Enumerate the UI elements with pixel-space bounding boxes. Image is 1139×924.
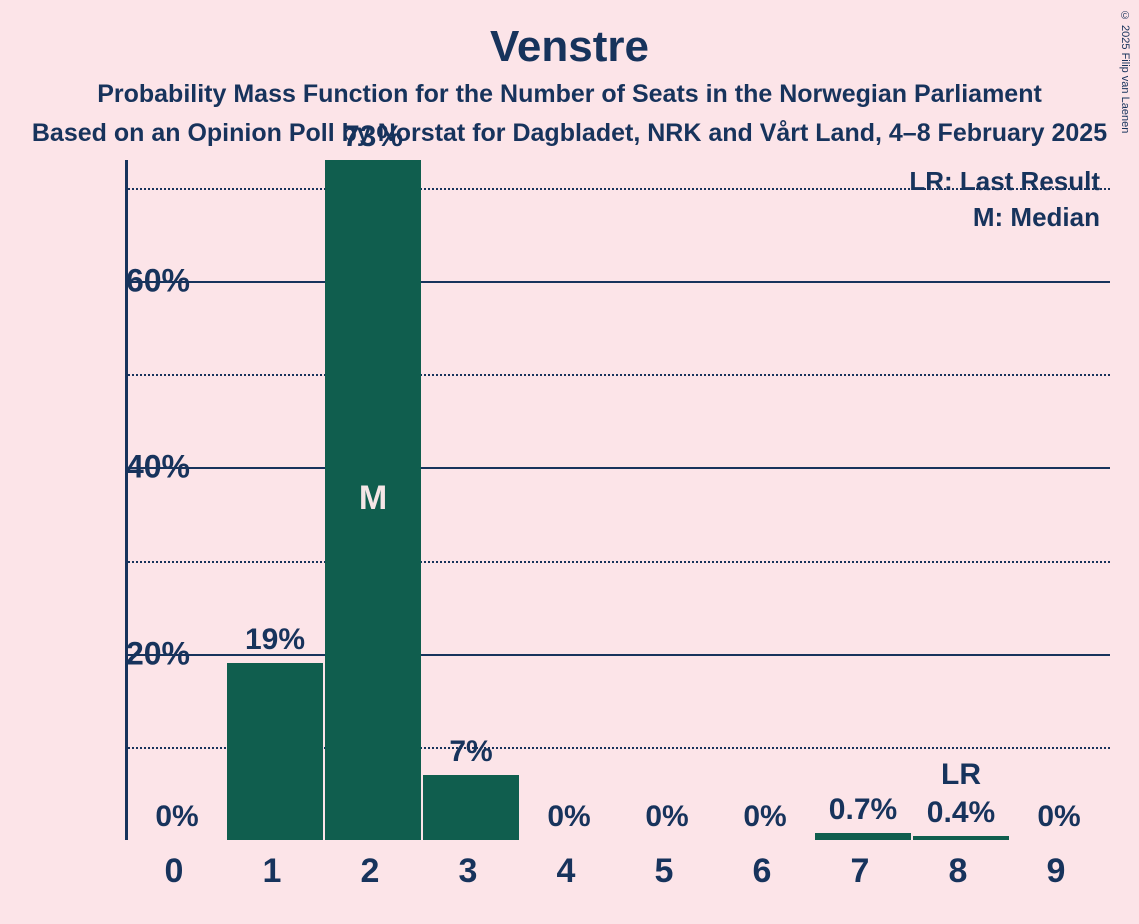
chart-header: Venstre Probability Mass Function for th… (0, 0, 1139, 148)
bar-slot: 0.7% (814, 160, 912, 840)
x-axis-tick-label: 7 (811, 852, 909, 891)
bar-value-label: 7% (422, 735, 520, 769)
chart-title: Venstre (0, 22, 1139, 72)
copyright-notice: © 2025 Filip van Laenen (1119, 10, 1131, 133)
bar-slot: 0.4% LR (912, 160, 1010, 840)
x-axis-tick-label: 2 (321, 852, 419, 891)
y-axis-tick-label: 20% (90, 635, 190, 672)
bar (227, 663, 323, 840)
x-axis-tick-label: 8 (909, 852, 1007, 891)
bar-value-label: 0% (520, 800, 618, 834)
bar-value-label: 0% (716, 800, 814, 834)
bar-slot: 19% (226, 160, 324, 840)
last-result-marker: LR (912, 758, 1010, 792)
y-axis-tick-label: 40% (90, 449, 190, 486)
x-axis-tick-label: 6 (713, 852, 811, 891)
x-axis-tick-label: 5 (615, 852, 713, 891)
chart-subtitle-1: Probability Mass Function for the Number… (0, 80, 1139, 109)
bars-container: 0%19%73%M7%0%0%0%0.7%0.4%LR0% (128, 160, 1110, 840)
bar-value-label: 0% (618, 800, 716, 834)
x-axis-tick-label: 0 (125, 852, 223, 891)
bar-slot: 0% (716, 160, 814, 840)
bar-value-label: 0.4% (912, 796, 1010, 830)
bar-slot: 0% (618, 160, 716, 840)
bar-value-label: 0% (128, 800, 226, 834)
bar (815, 833, 911, 840)
y-axis-tick-label: 60% (90, 263, 190, 300)
chart-region: LR: Last ResultM: Median0%19%73%M7%0%0%0… (50, 160, 1110, 900)
bar-slot: 0% (1010, 160, 1108, 840)
bar-slot: 0% (520, 160, 618, 840)
plot-area: LR: Last ResultM: Median0%19%73%M7%0%0%0… (125, 160, 1110, 840)
bar-value-label: 0% (1010, 800, 1108, 834)
bar-value-label: 73% (324, 120, 422, 154)
x-axis-tick-label: 3 (419, 852, 517, 891)
bar (913, 836, 1009, 840)
x-axis-tick-label: 1 (223, 852, 321, 891)
bar (423, 775, 519, 840)
bar-value-label: 0.7% (814, 793, 912, 827)
x-axis-tick-label: 4 (517, 852, 615, 891)
median-marker: M (324, 479, 422, 518)
chart-subtitle-2: Based on an Opinion Poll by Norstat for … (0, 119, 1139, 148)
bar-value-label: 19% (226, 623, 324, 657)
bar-slot: 73%M (324, 160, 422, 840)
x-axis-tick-label: 9 (1007, 852, 1105, 891)
bar-slot: 7% (422, 160, 520, 840)
